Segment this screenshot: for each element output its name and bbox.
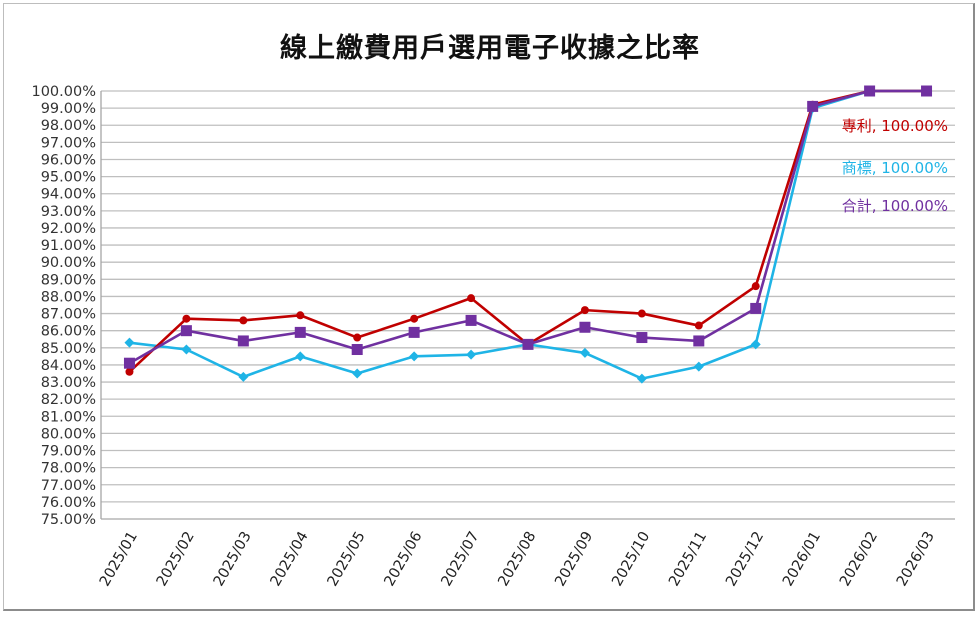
y-tick-label: 99.00% [41,101,96,117]
y-tick-label: 96.00% [41,152,96,168]
y-tick-label: 76.00% [41,495,96,511]
data-point [751,282,760,291]
y-tick-label: 93.00% [41,204,96,220]
axes [100,91,955,520]
data-point [807,100,819,112]
x-tick-label: 2026/01 [780,529,824,589]
data-point [352,368,363,379]
y-tick-label: 80.00% [41,426,96,442]
data-point [238,371,249,382]
y-tick-label: 95.00% [41,170,96,186]
y-tick-label: 88.00% [41,289,96,305]
series-line-商標 [129,89,927,380]
x-tick-label: 2025/01 [97,529,141,589]
series-label-專利: 專利, 100.00% [842,117,948,135]
data-point [237,335,249,347]
x-tick-label: 2026/02 [837,529,881,589]
x-axis-ticks: 2025/01 2025/02 2025/03 2025/04 2025/05 2025/… [97,529,938,589]
data-point [580,306,589,315]
data-point [637,309,646,318]
x-tick-label: 2025/02 [154,529,198,589]
data-point [125,367,134,376]
data-point [410,314,419,323]
gridlines [101,90,955,503]
data-point [409,351,420,362]
y-tick-label: 77.00% [41,478,96,494]
y-tick-label: 78.00% [41,461,96,477]
x-tick-label: 2026/03 [894,529,938,589]
data-point [465,314,477,326]
y-tick-label: 79.00% [41,444,96,460]
y-tick-label: 84.00% [41,358,96,374]
data-point [294,326,306,338]
y-tick-label: 89.00% [41,272,96,288]
data-point [579,347,590,358]
data-point [182,314,191,323]
y-tick-label: 98.00% [41,118,96,134]
series-lines [123,85,933,384]
x-tick-label: 2025/08 [495,529,539,589]
data-point [693,361,704,372]
data-point [921,85,933,97]
data-point [408,326,420,338]
series-labels: 專利, 100.00% 商標, 100.00% 合計, 100.00% [842,117,948,215]
series-label-商標: 商標, 100.00% [842,159,948,177]
data-point [295,351,306,362]
data-point [579,321,591,333]
data-point [351,344,363,356]
x-tick-label: 2025/03 [211,529,255,589]
data-point [636,373,647,384]
y-tick-label: 75.00% [41,512,96,528]
y-tick-label: 100.00% [31,84,96,100]
y-tick-label: 90.00% [41,255,96,271]
data-point [180,325,192,337]
x-tick-label: 2025/04 [268,529,312,589]
y-tick-label: 82.00% [41,392,96,408]
y-tick-label: 91.00% [41,238,96,254]
x-tick-label: 2025/11 [666,529,710,589]
y-tick-label: 81.00% [41,409,96,425]
data-point [750,302,762,314]
x-tick-label: 2025/05 [325,529,369,589]
y-tick-label: 85.00% [41,341,96,357]
series-label-合計: 合計, 100.00% [842,197,948,215]
x-tick-label: 2025/06 [382,529,426,589]
y-tick-label: 92.00% [41,221,96,237]
x-tick-label: 2025/07 [439,529,483,589]
data-point [239,316,248,325]
data-point [864,85,876,97]
y-tick-label: 87.00% [41,307,96,323]
y-tick-label: 94.00% [41,187,96,203]
y-tick-label: 86.00% [41,324,96,340]
data-point [693,335,705,347]
data-point [636,332,648,344]
data-point [123,357,135,369]
x-tick-label: 2025/09 [552,529,596,589]
x-tick-label: 2025/12 [723,529,767,589]
y-tick-label: 83.00% [41,375,96,391]
data-point [694,321,703,330]
data-point [124,337,135,348]
data-point [466,349,477,360]
data-point [181,344,192,355]
data-point [353,333,362,342]
data-point [522,338,534,350]
y-axis-ticks: 75.00%76.00%77.00%78.00%79.00% 80.00%81.0… [31,84,96,528]
data-point [296,311,305,320]
y-tick-label: 97.00% [41,135,96,151]
x-tick-label: 2025/10 [609,529,653,589]
data-point [750,339,761,350]
chart-title: 線上繳費用戶選用電子收據之比率 [280,33,700,64]
data-point [467,294,476,303]
